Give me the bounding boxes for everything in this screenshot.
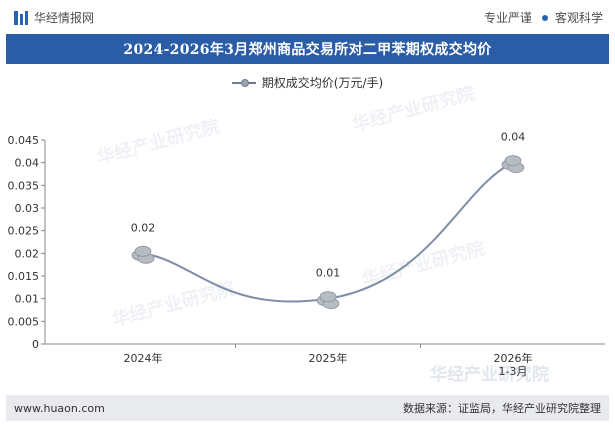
- y-tick-label: 0.025: [8, 225, 40, 238]
- data-label: 0.02: [131, 221, 156, 234]
- footer-source: 数据来源：证监局，华经产业研究院整理: [403, 402, 601, 415]
- huaon-logo-icon: [14, 10, 28, 25]
- legend-label: 期权成交均价(万元/手): [261, 76, 384, 90]
- y-tick-label: 0.005: [8, 315, 40, 328]
- x-tick-label: 2025年: [309, 351, 348, 365]
- x-tick-label: 2026年 1-3月: [494, 351, 533, 378]
- data-point-marker: [316, 291, 340, 310]
- chart-title: 2024-2026年3月郑州商品交易所对二甲苯期权成交均价: [123, 42, 492, 58]
- data-point-marker: [131, 245, 155, 264]
- brand[interactable]: 华经情报网: [14, 9, 94, 26]
- chart-legend: 期权成交均价(万元/手): [0, 74, 615, 91]
- top-bar: 华经情报网 专业严谨 客观科学: [0, 0, 615, 34]
- series-line: [142, 161, 514, 303]
- tagline-right: 客观科学: [554, 11, 603, 25]
- watermark-5: 华经产业研究院: [430, 365, 549, 385]
- footer-url[interactable]: www.huaon.com: [14, 401, 105, 415]
- y-tick-label: 0.03: [15, 202, 40, 215]
- data-point-marker: [501, 155, 525, 174]
- line-chart: 0 0.005 0.01 0.015 0.02 0.025 0.03 0.035 0.04 0.0…: [8, 131, 605, 378]
- x-tick-label: 2024年: [124, 351, 163, 365]
- tagline-dot-icon: [541, 14, 548, 21]
- tagline-left: 专业严谨: [483, 11, 532, 25]
- brand-name: 华经情报网: [34, 11, 95, 25]
- data-label: 0.01: [316, 267, 341, 280]
- y-tick-label: 0.015: [8, 270, 40, 283]
- y-tick-label: 0.04: [15, 157, 40, 170]
- y-tick-label: 0.02: [15, 247, 40, 260]
- y-tick-label: 0.035: [8, 179, 40, 192]
- y-tick-label: 0.045: [8, 134, 40, 147]
- y-tick-label: 0.01: [15, 293, 40, 306]
- y-tick-label: 0: [32, 338, 39, 351]
- footer: www.huaon.com 数据来源：证监局，华经产业研究院整理: [6, 395, 609, 421]
- tagline: 专业严谨 客观科学: [484, 9, 603, 26]
- legend-line-marker-icon: [231, 78, 256, 88]
- data-label: 0.04: [501, 131, 526, 144]
- chart-title-bar: 2024-2026年3月郑州商品交易所对二甲苯期权成交均价: [6, 34, 609, 64]
